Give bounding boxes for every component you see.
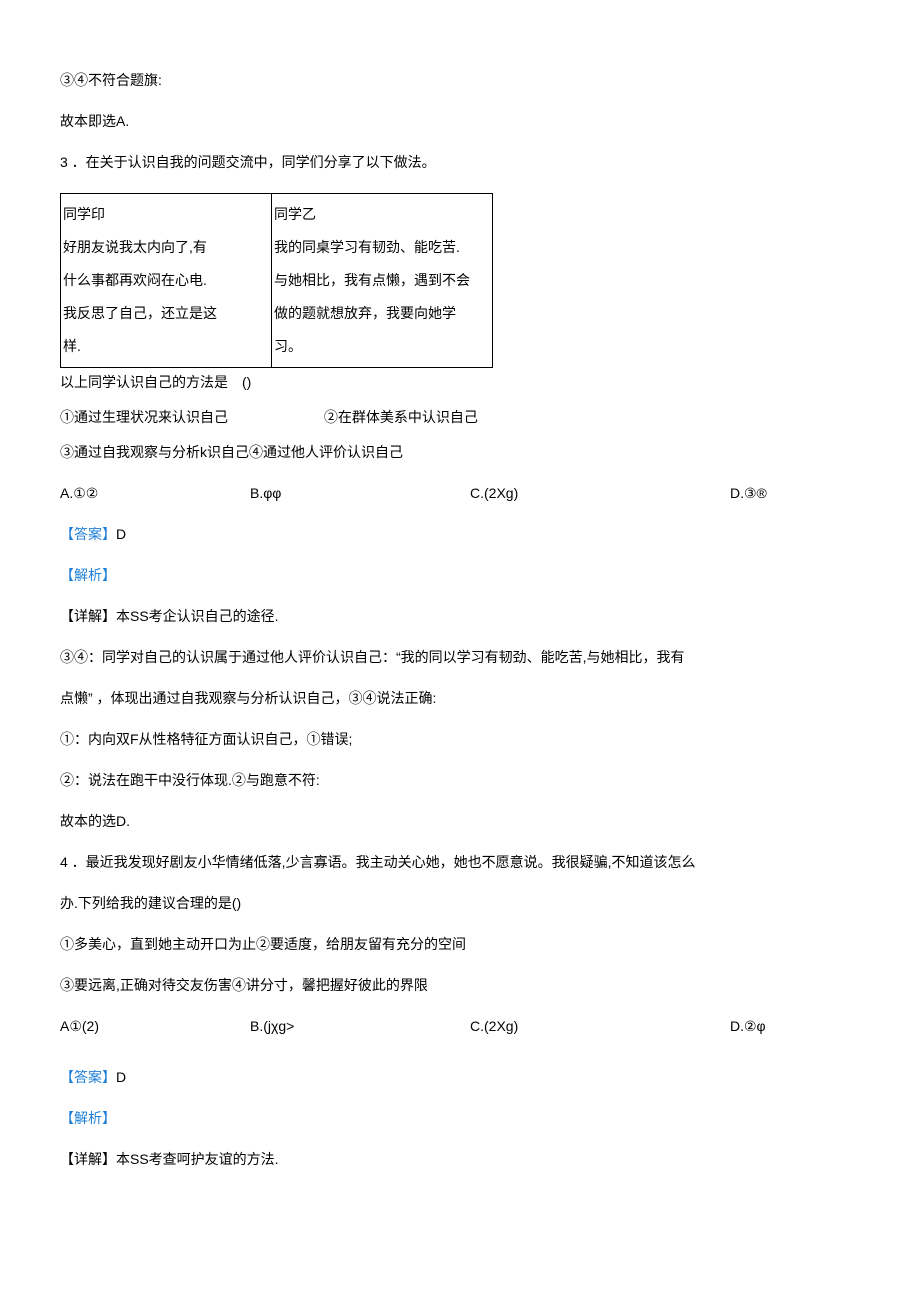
q4-analysis-label: 【解析】 [60,1108,860,1129]
q3-stmt-2: ②在群体美系中认识自己 [324,409,478,425]
answer-label: 【答案】 [60,1069,116,1085]
q3-detail-1: ①：内向双F从性格特征方面认识自己，①错误; [60,729,860,750]
cell-header: 同学印 [63,198,269,231]
q3-table: 同学印 好朋友说我太内向了,有 什么事都再欢闷在心电. 我反思了自己，还立是这 … [60,193,493,368]
q4-option-b[interactable]: B.(jχg> [250,1016,470,1037]
prelude-line-1: ③④不符合题旗: [60,70,860,91]
q3-detail-intro: 【详解】本SS考企认识自己的途径. [60,606,860,627]
answer-value: D [116,1069,126,1085]
cell-text: 我的同桌学习有韧劲、能吃苦. [274,231,490,264]
q3-stem: 3 ．在关于认识自我的问题交流中，同学们分享了以下做法。 [60,152,860,173]
q3-option-c[interactable]: C.(2Xg) [470,483,730,504]
q3-stmt-1: ①通过生理状况来认识自己 [60,407,320,428]
q4-answer: 【答案】D [60,1067,860,1088]
q4-detail-intro: 【详解】本SS考查呵护友谊的方法. [60,1149,860,1170]
q4-stmt-1: ①多美心，直到她主动开口为止②要适度，给朋友留有充分的空间 [60,934,860,955]
q3-statements-row2: ③通过自我观察与分析k识自己④通过他人评价认识自己 [60,442,860,463]
cell-text: 我反思了自己，还立是这 [63,297,269,330]
q3-detail-34a: ③④：同学对自己的认识属于通过他人评价认识自己：“我的同以学习有韧劲、能吃苦,与… [60,647,860,668]
cell-text: 样. [63,330,269,363]
q4-option-c[interactable]: C.(2Xg) [470,1016,730,1037]
answer-label: 【答案】 [60,526,116,542]
q4-option-d[interactable]: D.②φ [730,1016,766,1037]
q4-stem-b: 办.下列给我的建议合理的是() [60,893,860,914]
q3-after-table: 以上同学认识自己的方法是 () [60,372,860,393]
q3-table-cell-1: 同学印 好朋友说我太内向了,有 什么事都再欢闷在心电. 我反思了自己，还立是这 … [61,194,272,368]
cell-text: 什么事都再欢闷在心电. [63,264,269,297]
q4-stmt-2: ③要远离,正确对待交友伤害④讲分寸，馨把握好彼此的界限 [60,975,860,996]
cell-text: 习。 [274,330,490,363]
q3-analysis-label: 【解析】 [60,565,860,586]
answer-value: D [116,526,126,542]
q4-option-a[interactable]: A①(2) [60,1016,250,1037]
q4-stem-a: 4 ．最近我发现好剧友小华情绪低落,少言寡语。我主动关心她，她也不愿意说。我很疑… [60,852,860,873]
prelude-line-2: 故本即选A. [60,111,860,132]
q3-option-d[interactable]: D.③® [730,483,767,504]
cell-header: 同学乙 [274,198,490,231]
q4-options: A①(2) B.(jχg> C.(2Xg) D.②φ [60,1016,860,1037]
q3-option-a[interactable]: A.①② [60,483,250,504]
q3-table-cell-2: 同学乙 我的同桌学习有韧劲、能吃苦. 与她相比，我有点懒，遇到不会 做的题就想放… [272,194,493,368]
q3-statements-row1: ①通过生理状况来认识自己 ②在群体美系中认识自己 [60,407,860,428]
q3-option-b[interactable]: B.φφ [250,483,470,504]
q3-detail-34b: 点懒” ，体现出通过自我观察与分析认识自己，③④说法正确: [60,688,860,709]
cell-text: 做的题就想放弃，我要向她学 [274,297,490,330]
q3-conclude: 故本的选D. [60,811,860,832]
cell-text: 与她相比，我有点懒，遇到不会 [274,264,490,297]
q3-options: A.①② B.φφ C.(2Xg) D.③® [60,483,860,504]
q3-answer: 【答案】D [60,524,860,545]
table-row: 同学印 好朋友说我太内向了,有 什么事都再欢闷在心电. 我反思了自己，还立是这 … [61,194,493,368]
cell-text: 好朋友说我太内向了,有 [63,231,269,264]
q3-detail-2: ②：说法在跑干中没行体现.②与跑意不符: [60,770,860,791]
